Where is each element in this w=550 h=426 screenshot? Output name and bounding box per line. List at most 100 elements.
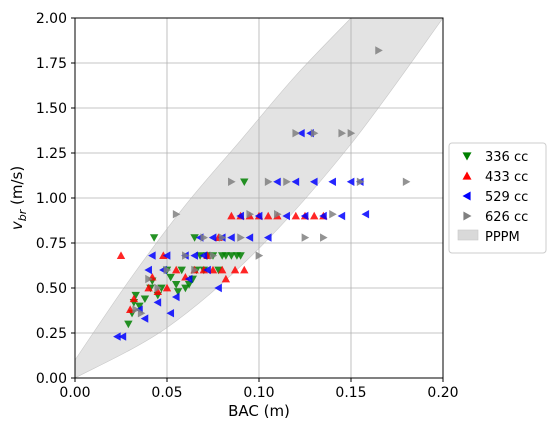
data-point	[159, 251, 168, 259]
legend-label: 336 cc	[485, 150, 528, 165]
data-point	[347, 129, 356, 138]
legend: 336 cc 433 cc 529 cc 626 cc PPPM	[448, 142, 547, 254]
series-2	[113, 129, 370, 341]
data-point	[162, 251, 171, 260]
data-point	[236, 211, 244, 221]
y-axis-label-main: v	[8, 220, 26, 230]
data-point	[199, 251, 208, 260]
y-tick-label: 1.25	[36, 146, 67, 162]
data-point	[157, 284, 166, 293]
data-point	[154, 283, 162, 293]
data-point	[113, 332, 121, 341]
data-point	[300, 211, 309, 221]
data-point	[246, 210, 254, 219]
data-point	[356, 177, 365, 186]
data-point	[195, 252, 205, 260]
data-point	[208, 265, 218, 274]
data-point	[240, 265, 249, 274]
data-point	[184, 274, 193, 284]
data-point	[144, 265, 152, 275]
y-tick-label: 1.50	[36, 101, 67, 117]
data-point	[227, 211, 236, 220]
data-point	[245, 233, 254, 242]
data-point	[172, 281, 181, 289]
data-point	[148, 251, 156, 260]
data-point	[291, 177, 300, 186]
data-point	[240, 178, 249, 186]
data-point	[221, 274, 231, 283]
data-point	[208, 233, 217, 242]
pppm-band-layer	[75, 18, 443, 378]
data-point	[144, 283, 153, 292]
data-point	[301, 233, 310, 242]
data-point	[264, 233, 272, 242]
data-point	[254, 211, 263, 221]
data-point	[310, 211, 319, 220]
y-axis-label-sub: br	[16, 208, 29, 221]
legend-marker	[463, 211, 472, 221]
data-point	[153, 298, 162, 307]
data-point	[273, 177, 281, 186]
data-point	[172, 210, 181, 219]
data-point	[163, 265, 172, 275]
data-point	[132, 305, 140, 314]
data-point	[140, 314, 149, 323]
data-point	[200, 233, 208, 242]
data-point	[237, 233, 245, 242]
ticks-layer: 0.00 0.05 0.10 0.15 0.20 0.00 0.25 0.50 0.75 1.00…	[36, 11, 459, 401]
data-point	[264, 211, 273, 220]
y-axis-label: vbr (m/s)	[8, 166, 29, 230]
data-point	[255, 251, 264, 260]
legend-item: PPPM	[457, 229, 520, 245]
data-point	[172, 265, 181, 274]
data-point	[283, 177, 291, 186]
data-point	[190, 234, 199, 242]
data-point	[172, 292, 180, 302]
data-point	[203, 265, 211, 275]
data-point	[140, 295, 150, 303]
data-point	[297, 129, 305, 138]
data-point	[214, 266, 223, 275]
y-tick-label: 0.75	[36, 236, 67, 252]
series-3	[132, 46, 411, 318]
data-point	[124, 320, 133, 329]
legend-label: 433 cc	[485, 170, 528, 185]
data-point	[214, 283, 222, 293]
data-point	[320, 233, 328, 242]
data-point	[319, 211, 327, 221]
x-tick-label: 0.05	[151, 385, 182, 401]
y-tick-label: 2.00	[36, 11, 67, 27]
legend-item: 433 cc	[462, 170, 528, 185]
data-point	[116, 251, 126, 259]
legend-marker	[462, 191, 471, 201]
legend-item: 529 cc	[462, 190, 528, 205]
data-point	[292, 129, 300, 138]
data-point	[173, 288, 183, 296]
data-point	[118, 332, 127, 341]
data-point	[227, 233, 235, 242]
y-tick-label: 0.00	[36, 371, 67, 387]
data-point	[209, 251, 218, 260]
data-point	[328, 177, 336, 186]
data-point	[228, 177, 236, 186]
data-point	[137, 309, 146, 318]
y-axis-label-unit: (m/s)	[8, 166, 26, 210]
data-point	[282, 211, 290, 221]
legend-label: 529 cc	[485, 190, 528, 205]
data-point	[181, 284, 190, 293]
data-point	[135, 302, 144, 311]
data-point	[129, 294, 139, 303]
legend-label: PPPM	[485, 230, 520, 245]
legend-marker	[462, 171, 472, 180]
x-tick-label: 0.20	[427, 385, 458, 401]
data-point	[346, 177, 355, 186]
data-point	[310, 177, 318, 186]
data-point	[131, 291, 140, 300]
legend-label: 626 cc	[485, 210, 528, 225]
data-point	[184, 281, 194, 289]
data-point	[337, 211, 346, 221]
data-point	[126, 305, 135, 313]
data-point	[162, 283, 172, 292]
data-point	[310, 129, 319, 138]
